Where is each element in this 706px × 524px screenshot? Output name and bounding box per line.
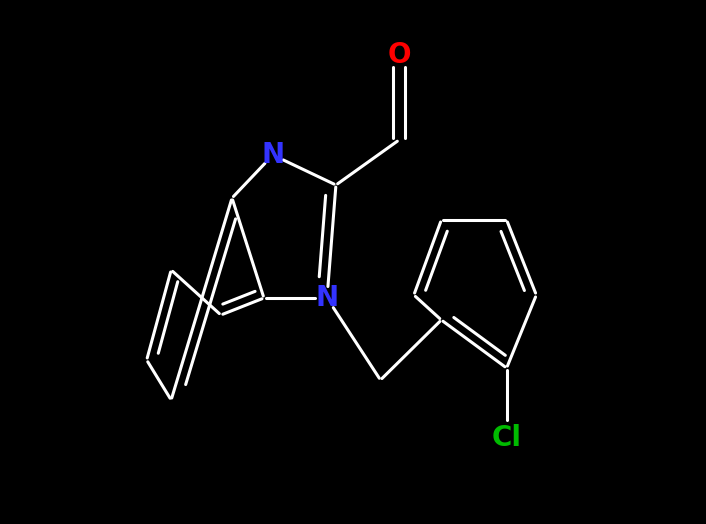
Text: N: N	[316, 284, 339, 312]
Text: N: N	[261, 141, 285, 169]
Text: Cl: Cl	[491, 424, 522, 452]
Text: O: O	[388, 41, 411, 69]
